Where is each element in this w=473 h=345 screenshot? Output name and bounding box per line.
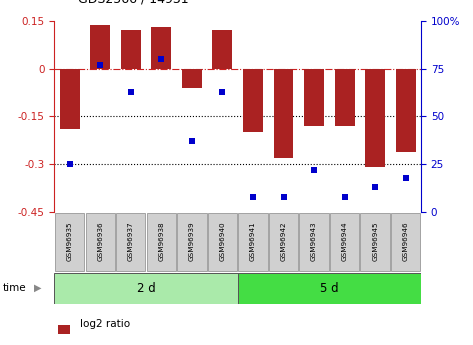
Bar	[335, 69, 355, 126]
Bar	[360, 213, 390, 271]
Bar	[58, 325, 70, 334]
Bar	[269, 213, 298, 271]
Text: GSM96939: GSM96939	[189, 221, 195, 261]
Bar	[396, 69, 416, 151]
Bar	[121, 30, 140, 69]
Text: time: time	[2, 283, 26, 293]
Bar	[212, 30, 232, 69]
Point	[158, 56, 165, 62]
Bar	[86, 213, 115, 271]
Bar	[147, 213, 176, 271]
Bar	[90, 26, 110, 69]
Bar	[237, 273, 421, 304]
Text: GSM96940: GSM96940	[219, 221, 226, 261]
Bar	[238, 213, 268, 271]
Bar	[182, 69, 202, 88]
Text: GSM96945: GSM96945	[372, 221, 378, 261]
Text: ▶: ▶	[34, 283, 42, 293]
Bar	[299, 213, 329, 271]
Bar	[365, 69, 385, 168]
Text: GSM96938: GSM96938	[158, 221, 164, 261]
Point	[371, 185, 379, 190]
Text: GSM96944: GSM96944	[342, 221, 348, 261]
Bar	[304, 69, 324, 126]
Bar	[273, 69, 293, 158]
Text: 5 d: 5 d	[320, 282, 339, 295]
Text: GSM96936: GSM96936	[97, 221, 103, 261]
Bar	[54, 273, 237, 304]
Text: GSM96935: GSM96935	[67, 221, 73, 261]
Point	[96, 62, 104, 68]
Text: GSM96943: GSM96943	[311, 221, 317, 261]
Text: GDS2566 / 14931: GDS2566 / 14931	[78, 0, 189, 5]
Point	[402, 175, 410, 180]
Text: GSM96937: GSM96937	[128, 221, 134, 261]
Text: GSM96942: GSM96942	[280, 221, 287, 261]
Bar	[151, 27, 171, 69]
Text: 2 d: 2 d	[137, 282, 156, 295]
Bar	[391, 213, 420, 271]
Point	[310, 167, 318, 173]
Bar	[60, 69, 79, 129]
Bar	[243, 69, 263, 132]
Point	[188, 139, 196, 144]
Point	[219, 89, 226, 94]
Text: log2 ratio: log2 ratio	[80, 319, 130, 329]
Bar	[55, 213, 84, 271]
Point	[66, 161, 73, 167]
Bar	[177, 213, 207, 271]
Bar	[330, 213, 359, 271]
Bar	[208, 213, 237, 271]
Bar	[116, 213, 145, 271]
Text: GSM96946: GSM96946	[403, 221, 409, 261]
Point	[249, 194, 257, 200]
Point	[280, 194, 287, 200]
Point	[341, 194, 349, 200]
Point	[127, 89, 134, 94]
Text: GSM96941: GSM96941	[250, 221, 256, 261]
